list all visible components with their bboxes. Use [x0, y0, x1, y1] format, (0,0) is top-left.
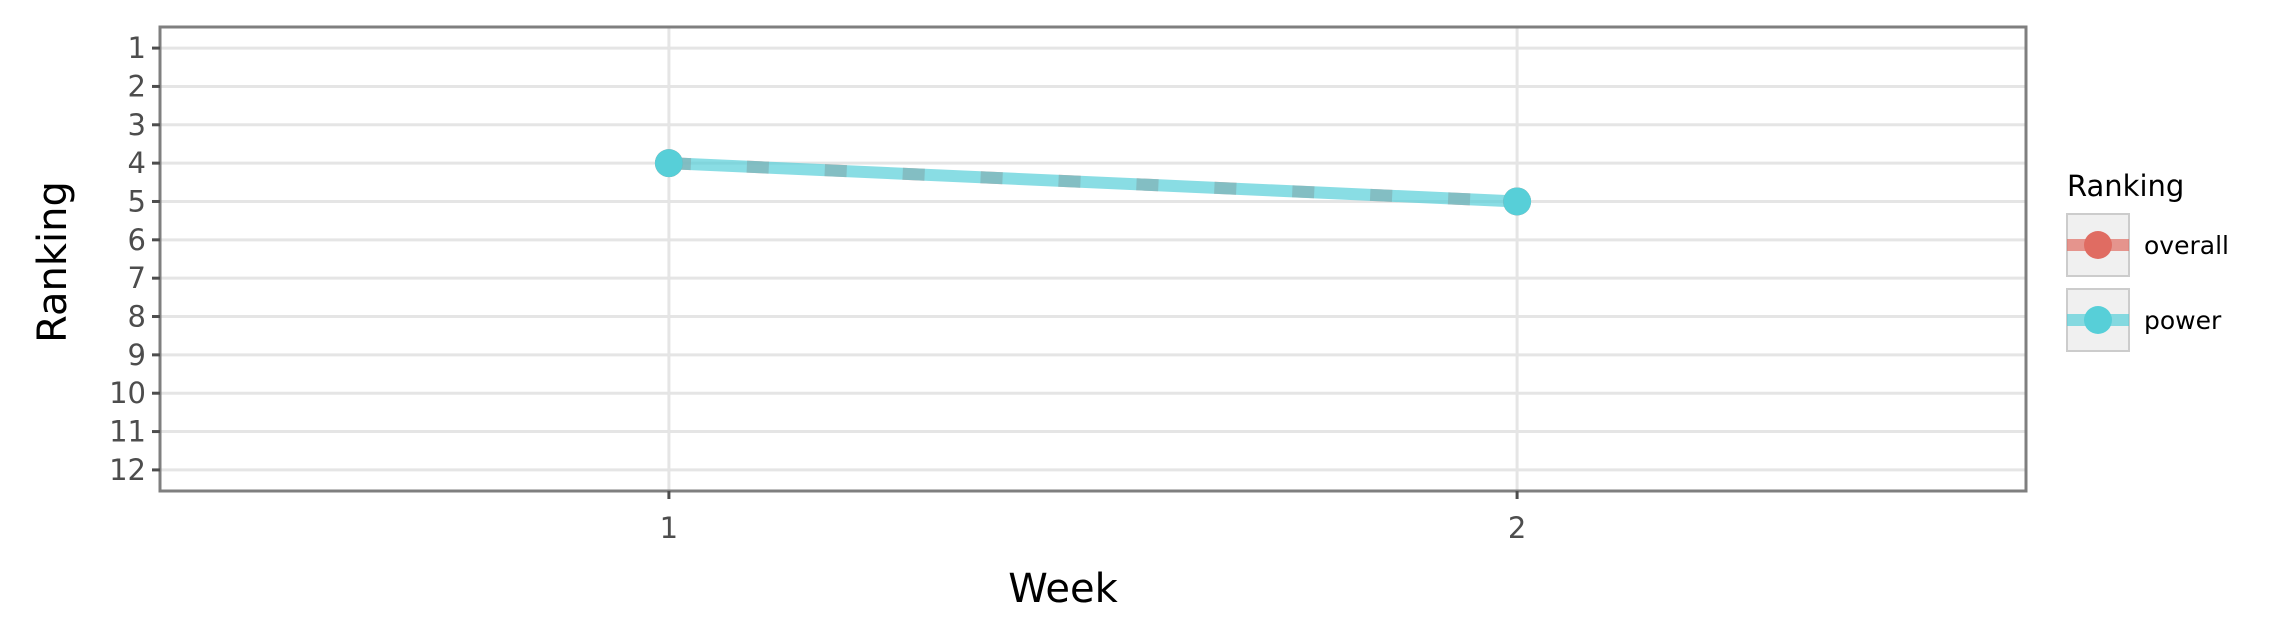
data-point-power: [1503, 187, 1532, 216]
legend-label: overall: [2144, 231, 2229, 260]
x-tick-label: 1: [660, 511, 678, 545]
y-tick-label: 4: [128, 146, 146, 180]
legend-key-marker: [2084, 306, 2112, 334]
y-tick-label: 12: [109, 453, 146, 487]
x-tick-label: 2: [1508, 511, 1526, 545]
y-tick-label: 9: [128, 338, 146, 372]
grid: [160, 27, 2026, 491]
y-tick-label: 11: [109, 415, 146, 449]
series-layer: [654, 149, 1532, 216]
legend-key-marker: [2084, 231, 2112, 259]
legend-title: Ranking: [2067, 169, 2184, 203]
series-points-power: [654, 149, 1532, 216]
series-line-power: [668, 157, 1518, 208]
legend-item-power: power: [2066, 288, 2222, 352]
y-tick-label: 3: [128, 108, 146, 142]
x-axis-title: Week: [1008, 566, 1118, 612]
y-tick-label: 8: [128, 300, 146, 334]
legend: Ranking overall power: [2066, 169, 2229, 352]
series-power: [668, 157, 1518, 208]
legend-item-overall: overall: [2066, 213, 2229, 277]
legend-label: power: [2144, 306, 2222, 335]
y-tick-label: 1: [128, 31, 146, 65]
y-tick-label: 2: [128, 69, 146, 103]
y-tick-label: 5: [128, 184, 146, 218]
plot-panel-border: [158, 25, 2028, 493]
y-tick-label: 7: [128, 261, 146, 295]
data-point-power: [654, 149, 683, 178]
y-tick-label: 10: [109, 376, 146, 410]
y-axis-title: Ranking: [30, 181, 76, 343]
y-tick-label: 6: [128, 223, 146, 257]
